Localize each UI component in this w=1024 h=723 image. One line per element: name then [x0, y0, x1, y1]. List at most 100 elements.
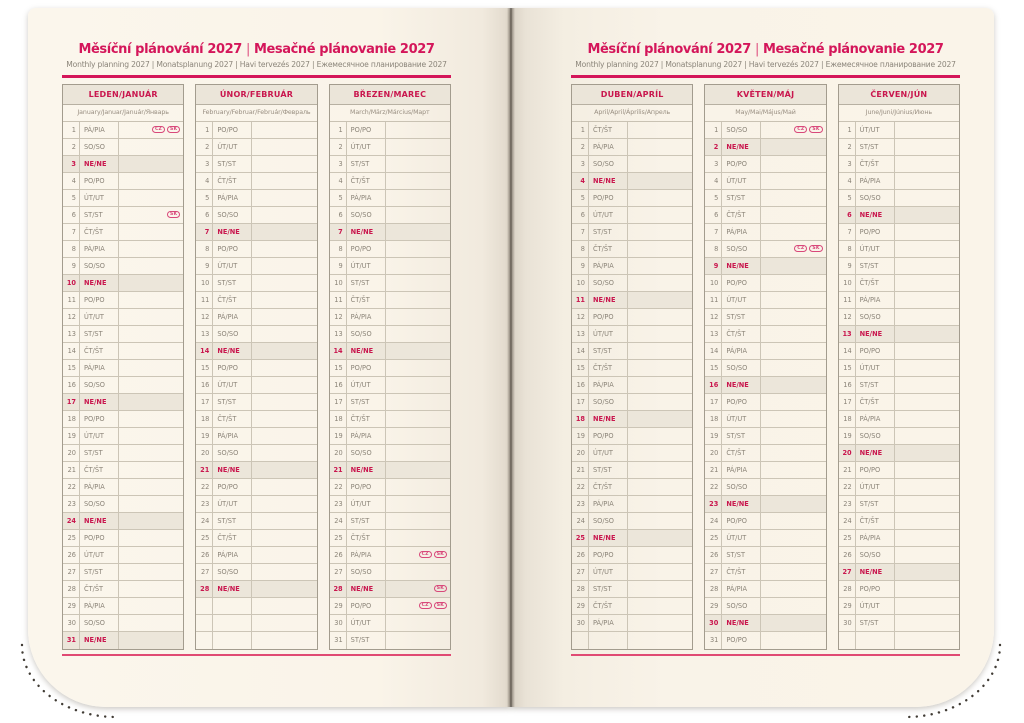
day-row: 21 NE/NE	[196, 461, 317, 479]
day-number: 13	[705, 325, 723, 342]
notes-cell	[628, 513, 692, 529]
notes-cell	[252, 394, 316, 410]
notes-cell	[119, 462, 183, 478]
day-row	[196, 614, 317, 632]
notes-cell	[628, 139, 692, 155]
notes-cell	[895, 598, 959, 614]
notes-cell	[252, 513, 316, 529]
day-name: ČT/ŠT	[722, 206, 762, 223]
notes-cell	[895, 581, 959, 597]
day-row: 22 PÁ/PIA	[63, 478, 184, 496]
day-number: 27	[196, 563, 214, 580]
day-name: NE/NE	[213, 342, 253, 359]
day-name: ST/ST	[80, 325, 119, 342]
bottom-rule	[62, 653, 451, 656]
day-number: 2	[63, 138, 80, 155]
day-name: ČT/ŠT	[722, 563, 762, 580]
day-number: 4	[196, 172, 214, 189]
day-row: 13 SO/SO	[196, 325, 317, 343]
day-number: 25	[839, 529, 856, 546]
notes-cell	[895, 309, 959, 325]
notes-cell	[252, 207, 316, 223]
day-number: 8	[839, 240, 856, 257]
day-name: PÁ/PIA	[856, 529, 895, 546]
notes-cell	[386, 428, 450, 444]
month-subheader: April/April/Április/Апрель	[572, 105, 693, 122]
notes-cell	[252, 547, 316, 563]
day-name: SO/SO	[589, 155, 628, 172]
notes-cell	[252, 598, 316, 614]
day-row: 14 ST/ST	[572, 342, 693, 360]
day-name	[856, 631, 895, 649]
day-name: ST/ST	[856, 138, 895, 155]
notes-cell	[895, 547, 959, 563]
month-table-leden-januar: LEDEN/JANUÁR January/Januar/Január/Январ…	[62, 83, 185, 650]
day-number: 15	[63, 359, 80, 376]
day-number: 11	[705, 291, 723, 308]
notes-cell	[761, 632, 825, 649]
day-row: 21 ČT/ŠT	[63, 461, 184, 479]
day-number: 31	[63, 631, 80, 649]
notes-cell	[119, 530, 183, 546]
notes-cell	[386, 530, 450, 546]
day-row: 6 NE/NE	[838, 206, 959, 224]
notes-cell: CZ SK	[386, 598, 450, 614]
day-name: SO/SO	[347, 325, 386, 342]
notes-cell	[895, 275, 959, 291]
day-name: ČT/ŠT	[213, 410, 253, 427]
day-row: 7 ST/ST	[572, 223, 693, 241]
day-number: 17	[839, 393, 856, 410]
day-row: 24 ČT/ŠT	[838, 512, 959, 530]
notes-cell	[252, 615, 316, 631]
notes-cell	[386, 615, 450, 631]
day-number: 21	[196, 461, 214, 478]
day-row: 11 PÁ/PIA	[838, 291, 959, 309]
day-name: ST/ST	[722, 427, 762, 444]
day-name: ČT/ŠT	[856, 393, 895, 410]
day-number: 5	[705, 189, 723, 206]
day-number: 8	[572, 240, 589, 257]
day-name: PO/PO	[589, 308, 628, 325]
day-row: 19 SO/SO	[838, 427, 959, 445]
page-title-cs: Měsíční plánování 2027	[78, 42, 242, 57]
month-subheader: March/März/Március/Март	[329, 105, 450, 122]
notes-cell	[761, 496, 825, 512]
day-row: 7 NE/NE	[329, 223, 450, 241]
day-name: PO/PO	[213, 359, 253, 376]
notes-cell	[895, 496, 959, 512]
day-name: ČT/ŠT	[722, 444, 762, 461]
notes-cell	[628, 224, 692, 240]
notes-cell	[761, 207, 825, 223]
month-days: 1 PÁ/PIA CZ SK 2 SO/SO 3 NE/NE 4 PO/PO 5 ÚT/UT 6 ST/S…	[63, 121, 184, 649]
months-row: LEDEN/JANUÁR January/Januar/Január/Январ…	[62, 83, 451, 650]
day-row: 29 ÚT/UT	[838, 597, 959, 615]
notes-cell	[628, 615, 692, 631]
day-number: 1	[839, 121, 856, 138]
day-row: 5 ÚT/UT	[63, 189, 184, 207]
day-name: SO/SO	[213, 206, 253, 223]
day-row: 27 NE/NE	[838, 563, 959, 581]
day-name: ČT/ŠT	[213, 291, 253, 308]
day-name: PÁ/PIA	[213, 189, 253, 206]
day-name: PO/PO	[347, 359, 386, 376]
day-name: PÁ/PIA	[213, 308, 253, 325]
day-number: 24	[572, 512, 589, 529]
day-name: SO/SO	[80, 376, 119, 393]
day-number: 17	[196, 393, 214, 410]
day-number: 6	[705, 206, 723, 223]
day-row: 9 ÚT/UT	[196, 257, 317, 275]
day-row: 4 PO/PO	[63, 172, 184, 190]
day-name: ÚT/UT	[213, 495, 253, 512]
month-table-brezen-marec: BŘEZEN/MAREC March/März/Március/Март 1 PO…	[328, 83, 451, 650]
day-number: 11	[196, 291, 214, 308]
day-number: 28	[705, 580, 723, 597]
day-row: 17 PO/PO	[705, 393, 826, 411]
day-name: ST/ST	[589, 461, 628, 478]
day-row: 18 PÁ/PIA	[838, 410, 959, 428]
day-number: 21	[330, 461, 347, 478]
day-row: 23 PÁ/PIA	[572, 495, 693, 513]
notes-cell	[386, 632, 450, 649]
day-row: 22 PO/PO	[196, 478, 317, 496]
day-name: ČT/ŠT	[80, 223, 119, 240]
notes-cell	[761, 343, 825, 359]
